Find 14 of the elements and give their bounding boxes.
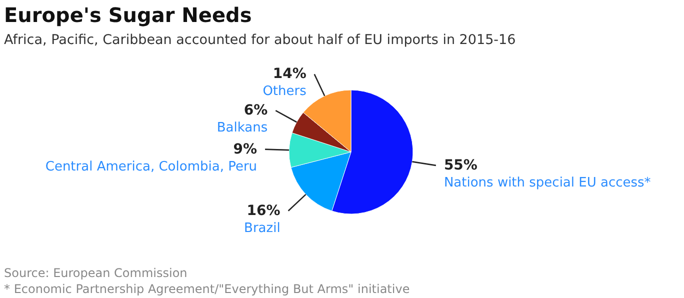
data-label: 9% (233, 141, 258, 158)
slice-label: Others (262, 84, 307, 100)
data-label: 16% (246, 202, 280, 219)
data-label: 14% (272, 66, 306, 82)
source-note: Source: European Commission (4, 266, 188, 280)
slice-label: Nations with special EU access* (444, 175, 652, 190)
slice-label: Balkans (216, 120, 268, 136)
text: * Economic Partnership Agreement/"Everything But Arms" initiative (4, 282, 410, 296)
data-label: 6% (244, 102, 268, 119)
slice-label: Central America, Colombia, Peru (45, 159, 258, 174)
chart-subtitle: Africa, Pacific, Caribbean accounted for about half of EU imports in 2015-16 (4, 32, 516, 48)
slice-label: Brazil (244, 220, 280, 236)
data-label: 55% (444, 157, 478, 174)
chart-title: Europe's Sugar Needs (4, 3, 252, 27)
